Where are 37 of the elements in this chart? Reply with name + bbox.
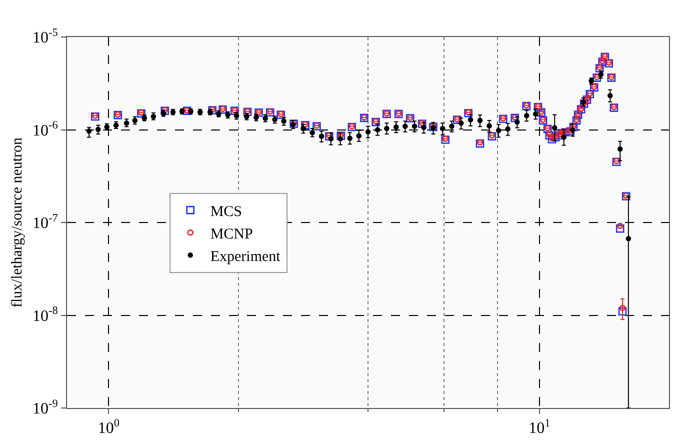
point xyxy=(505,126,511,132)
point xyxy=(96,126,101,132)
x-tick-label: 10$^{1}$ xyxy=(528,417,550,438)
y-tick-label: 10$^{-9}$ xyxy=(32,398,58,418)
point xyxy=(532,111,538,117)
point xyxy=(421,124,426,130)
point xyxy=(318,134,324,139)
point xyxy=(468,117,474,122)
point xyxy=(496,128,502,134)
point xyxy=(86,128,92,134)
legend-label: Experiment xyxy=(210,248,282,265)
legend-label: MCS xyxy=(210,204,242,220)
point xyxy=(365,129,371,134)
point xyxy=(300,126,306,132)
x-tick-label: 10$^{0}$ xyxy=(98,417,120,438)
point xyxy=(328,136,334,142)
y-tick-label: 10$^{-7}$ xyxy=(32,212,58,232)
point xyxy=(524,112,530,118)
point xyxy=(477,118,483,124)
y-tick-label: 10$^{-5}$ xyxy=(32,26,58,47)
point xyxy=(356,133,362,138)
y-tick-label: 10$^{-6}$ xyxy=(32,120,58,140)
legend-label: MCNP xyxy=(210,226,253,242)
y-tick-label: 10$^{-8}$ xyxy=(32,305,58,325)
point xyxy=(384,126,390,132)
y-axis-title: flux/lethargy/source neutron xyxy=(10,136,26,308)
point xyxy=(486,123,492,129)
point xyxy=(412,124,418,129)
point xyxy=(347,136,352,141)
point xyxy=(440,126,446,132)
point xyxy=(514,119,520,125)
point xyxy=(449,124,454,129)
point xyxy=(374,127,380,132)
point xyxy=(338,136,343,142)
point xyxy=(394,124,399,130)
point xyxy=(402,124,408,129)
point xyxy=(458,120,464,126)
